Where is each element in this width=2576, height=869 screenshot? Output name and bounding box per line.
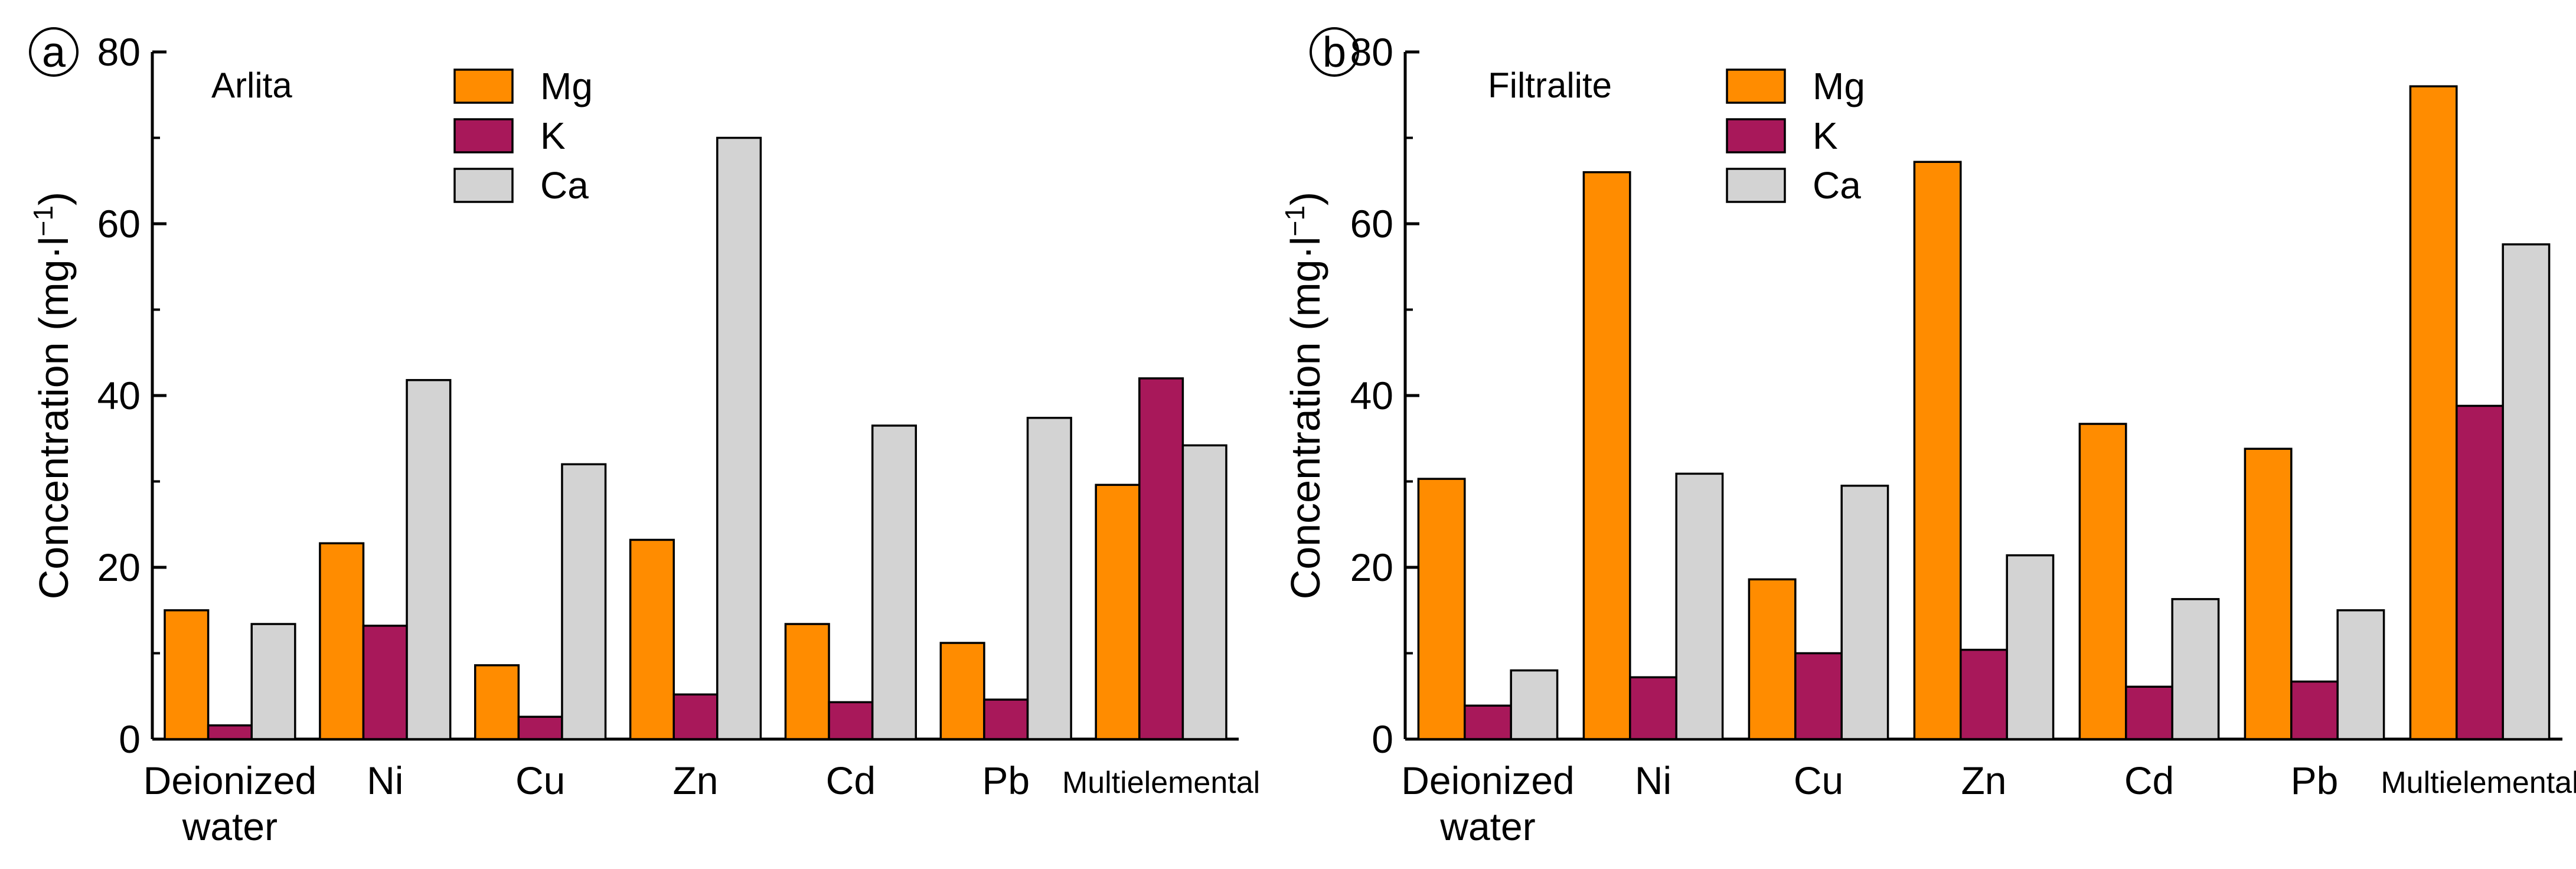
bar-k-pb: [2290, 680, 2339, 740]
bar-ca-pb: [1026, 417, 1072, 740]
bar-mg-multielemental: [1095, 483, 1141, 740]
bar-k-multielemental: [2456, 404, 2504, 740]
legend-swatch-mg: [453, 68, 514, 104]
bar-mg-cd: [784, 623, 830, 740]
bar-k-zn: [1960, 648, 2008, 740]
x-tick-label: Deionized water: [143, 759, 317, 848]
panel-label: a: [42, 29, 66, 76]
legend-swatch-ca: [453, 168, 514, 203]
bar-k-ni: [362, 625, 408, 740]
legend-label-ca: Ca: [540, 164, 589, 207]
bar-ca-deionized-water: [250, 623, 296, 740]
y-tick-label: 40: [97, 374, 141, 417]
panel-title: Arlita: [211, 66, 292, 105]
x-tick-label: Cu: [515, 759, 565, 802]
bar-mg-ni: [1582, 171, 1631, 740]
x-tick-label: Pb: [982, 759, 1030, 802]
x-tick-label: Pb: [2291, 759, 2339, 802]
bar-ca-zn: [716, 136, 762, 740]
bar-k-cu: [517, 716, 563, 740]
bar-mg-deionized-water: [164, 609, 210, 740]
y-axis-label: Concentration (mg·l−1): [28, 192, 77, 599]
bar-k-multielemental: [1138, 377, 1184, 740]
bar-mg-pb: [2244, 447, 2293, 740]
legend-swatch-k: [453, 118, 514, 153]
bar-ca-ni: [1675, 472, 1724, 740]
bar-ca-multielemental: [1181, 444, 1227, 740]
panel-badge-circle: [1310, 27, 1359, 77]
bar-k-cd: [828, 701, 874, 740]
legend-swatch-k: [1726, 118, 1786, 153]
bar-mg-multielemental: [2409, 85, 2458, 740]
bar-ca-cd: [2171, 598, 2220, 740]
bar-k-deionized-water: [207, 724, 253, 740]
bar-ca-zn: [2006, 554, 2055, 740]
y-tick-label: 20: [97, 545, 141, 589]
x-tick-label: Ni: [1635, 759, 1671, 802]
legend-label-k: K: [540, 115, 566, 157]
legend: Mg K Ca: [1726, 65, 1865, 207]
bar-mg-cu: [1748, 578, 1797, 740]
legend-swatch-mg: [1726, 68, 1786, 104]
y-tick-label: 0: [119, 717, 141, 761]
y-tick-label: 0: [1372, 717, 1393, 761]
bar-ca-multielemental: [2502, 243, 2551, 740]
legend-label-mg: Mg: [540, 65, 593, 107]
x-tick-label: Ni: [367, 759, 403, 802]
x-tick-label: Zn: [1961, 759, 2006, 802]
x-tick-label: Cu: [1794, 759, 1843, 802]
x-tick-label: Multielemental: [1062, 766, 1260, 800]
bar-ca-cu: [1840, 485, 1889, 740]
bar-mg-deionized-water: [1417, 478, 1466, 740]
x-tick-label: Deionized water: [1401, 759, 1575, 848]
chart-panel-b: b 0 20 40 60 80 Concentration (mg·l−1) Filtrali…: [1279, 27, 2576, 848]
x-tick-label: Multielemental: [2381, 766, 2576, 800]
legend-swatch-ca: [1726, 168, 1786, 203]
y-tick-label: 40: [1350, 374, 1393, 417]
bar-mg-ni: [319, 542, 365, 740]
y-tick-label: 60: [1350, 202, 1393, 246]
bar-mg-pb: [939, 642, 985, 740]
bar-mg-cu: [474, 664, 520, 740]
y-tick-label: 60: [97, 202, 141, 246]
bar-ca-pb: [2336, 609, 2385, 740]
legend: Mg K Ca: [453, 65, 593, 207]
y-axis-label: Concentration (mg·l−1): [1279, 192, 1328, 599]
chart-panel-a: a 0 20 40 60 80 Concentration (mg·l−1) Arlita De…: [28, 27, 1260, 848]
panel-badge-circle: [29, 27, 79, 77]
bar-k-deionized-water: [1464, 704, 1512, 740]
panel-title: Filtralite: [1488, 66, 1612, 105]
bar-k-cd: [2125, 685, 2173, 740]
bar-mg-zn: [1913, 161, 1962, 740]
bar-k-pb: [983, 698, 1029, 740]
bar-ca-deionized-water: [1510, 669, 1559, 740]
bar-k-ni: [1629, 676, 1677, 740]
x-tick-label: Cd: [2124, 759, 2174, 802]
legend-label-k: K: [1813, 115, 1838, 157]
bar-k-cu: [1794, 652, 1843, 740]
legend-label-ca: Ca: [1813, 164, 1861, 207]
bar-ca-ni: [406, 379, 452, 740]
bar-k-zn: [672, 693, 719, 740]
bar-ca-cu: [561, 463, 607, 740]
x-tick-label: Cd: [826, 759, 876, 802]
x-tick-label: Zn: [672, 759, 718, 802]
panel-label: b: [1323, 29, 1346, 76]
y-tick-label: 80: [97, 30, 141, 74]
y-tick-label: 80: [1350, 30, 1393, 74]
bar-ca-cd: [871, 424, 918, 740]
bar-mg-cd: [2078, 423, 2127, 740]
bar-mg-zn: [629, 538, 675, 740]
y-tick-label: 20: [1350, 545, 1393, 589]
legend-label-mg: Mg: [1813, 65, 1865, 107]
